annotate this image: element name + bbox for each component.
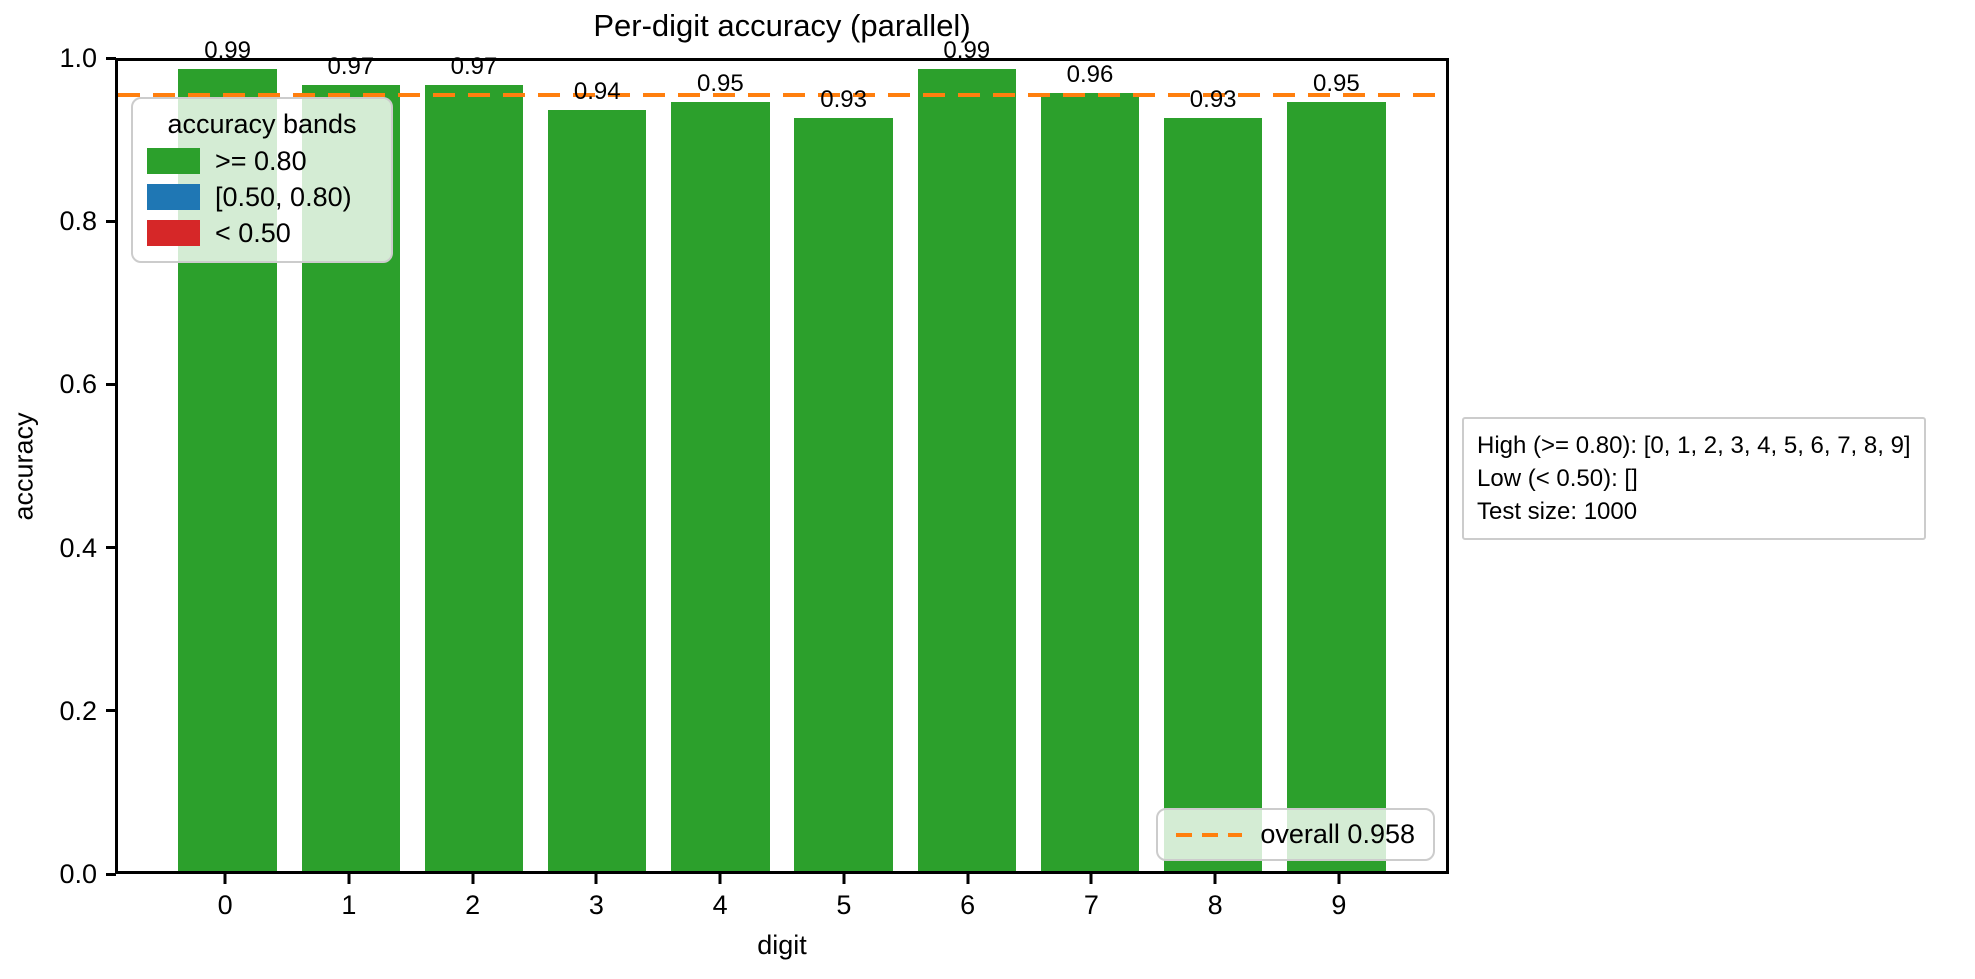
y-tick-label: 0.2 <box>59 695 97 726</box>
x-tick-label: 9 <box>1331 890 1347 920</box>
x-tick-label: 1 <box>341 890 357 920</box>
x-axis-label: digit <box>757 930 807 960</box>
legend-overall-label: overall 0.958 <box>1260 819 1415 849</box>
legend-entry-mid: [0.50, 0.80) <box>147 179 377 215</box>
y-tick <box>106 872 116 876</box>
legend-title: accuracy bands <box>167 109 357 139</box>
bar-value-label: 0.97 <box>450 53 498 81</box>
y-tick <box>106 546 116 550</box>
overall-dash-sample-icon <box>1176 832 1243 837</box>
y-tick-label: 0.0 <box>59 859 97 889</box>
y-tick-label: 0.4 <box>59 532 97 563</box>
x-tick-label: 8 <box>1207 890 1223 920</box>
legend-entry-label: [0.50, 0.80) <box>215 181 352 212</box>
bar-digit-8 <box>1163 117 1263 871</box>
x-tick-label: 5 <box>836 890 852 920</box>
y-tick-label: 0.6 <box>59 369 97 400</box>
overall-average-line <box>118 93 1446 98</box>
x-tick-label: 0 <box>217 890 233 920</box>
plot-area: 0.99 0.97 0.97 0.94 0.95 0.93 0.99 0.96 0.93 0.95… <box>115 38 1449 874</box>
annotation-line-low: Low (< 0.50): [] <box>1477 465 1638 492</box>
legend-entry-label: >= 0.80 <box>215 145 307 176</box>
bar-digit-3 <box>547 109 647 871</box>
x-tick <box>966 874 970 884</box>
x-tick <box>1337 874 1341 884</box>
bar-digit-6 <box>917 69 1017 871</box>
bar-digit-5 <box>794 117 893 871</box>
x-tick <box>1089 874 1093 884</box>
bar-digit-4 <box>671 101 770 871</box>
bar-value-label: 0.93 <box>1189 85 1237 113</box>
y-tick-label: 0.8 <box>59 206 97 237</box>
bar-value-label: 0.93 <box>820 85 867 113</box>
y-tick <box>106 56 116 60</box>
y-tick <box>106 709 116 713</box>
x-tick <box>347 874 351 884</box>
x-tick <box>594 874 598 884</box>
bar-digit-9 <box>1287 101 1386 871</box>
y-tick-label: 1.0 <box>59 43 97 73</box>
bar-value-label: 0.95 <box>1313 69 1360 97</box>
bar-digit-2 <box>424 85 524 871</box>
x-tick <box>223 874 227 884</box>
legend-entry-high: >= 0.80 <box>147 143 377 179</box>
x-tick-label: 4 <box>712 890 728 920</box>
legend-swatch-mid <box>147 184 200 210</box>
legend-entry-low: < 0.50 <box>147 215 377 251</box>
legend-overall: overall 0.958 <box>1156 808 1435 861</box>
x-tick <box>471 874 475 884</box>
annotation-line-testsize: Test size: 1000 <box>1477 498 1638 525</box>
x-tick <box>1213 874 1217 884</box>
legend-swatch-low <box>147 220 200 246</box>
legend-entry-label: < 0.50 <box>215 217 291 248</box>
bar-value-label: 0.94 <box>573 77 621 105</box>
bar-value-label: 0.97 <box>327 53 375 81</box>
x-axis: 0 1 2 3 4 5 6 7 8 9 <box>115 874 1449 934</box>
y-tick <box>106 382 116 386</box>
annotation-box: High (>= 0.80): [0, 1, 2, 3, 4, 5, 6, 7,… <box>1462 417 1926 540</box>
x-tick-label: 7 <box>1083 890 1099 920</box>
y-axis: 0.0 0.2 0.4 0.6 0.8 1.0 <box>0 43 116 889</box>
bar-value-label: 0.99 <box>204 37 251 65</box>
y-tick <box>106 219 116 223</box>
legend-swatch-high <box>147 148 200 174</box>
chart-title: Per-digit accuracy (parallel) <box>593 8 971 43</box>
legend-accuracy-bands: accuracy bands >= 0.80 [0.50, 0.80) < 0.… <box>131 97 393 263</box>
x-tick <box>718 874 722 884</box>
x-tick-label: 6 <box>960 890 976 920</box>
bar-value-label: 0.95 <box>697 69 744 97</box>
x-tick <box>842 874 846 884</box>
bar-digit-7 <box>1040 93 1140 871</box>
bar-value-label: 0.96 <box>1066 61 1114 89</box>
bar-value-label: 0.99 <box>943 37 991 65</box>
x-tick-label: 3 <box>588 890 604 920</box>
x-tick-label: 2 <box>465 890 481 920</box>
annotation-line-high: High (>= 0.80): [0, 1, 2, 3, 4, 5, 6, 7,… <box>1477 432 1911 459</box>
